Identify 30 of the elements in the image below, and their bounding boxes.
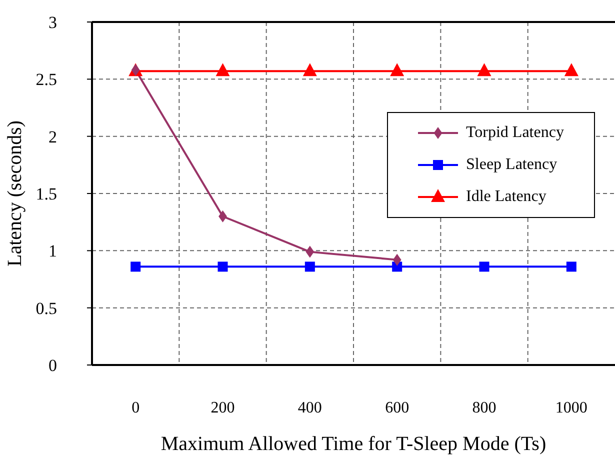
- x-axis-title: Maximum Allowed Time for T-Sleep Mode (Ts): [160, 433, 546, 455]
- y-tick-label: 3: [48, 13, 57, 32]
- legend-label: Sleep Latency: [466, 156, 558, 174]
- x-tick-label: 1000: [555, 399, 588, 416]
- point: [302, 63, 317, 76]
- x-tick-label: 400: [298, 399, 322, 416]
- point: [392, 254, 402, 266]
- point: [390, 63, 404, 76]
- y-axis-title: Latency (seconds): [4, 120, 26, 267]
- x-tick-label: 0: [132, 399, 140, 416]
- point: [218, 262, 228, 272]
- y-tick-label: 1.5: [36, 184, 57, 204]
- y-tick-label: 2.5: [36, 70, 57, 90]
- y-tick-label: 0.5: [36, 298, 57, 318]
- x-tick-label: 800: [472, 399, 496, 416]
- point: [566, 262, 576, 272]
- x-tick-label: 600: [385, 399, 410, 416]
- y-tick-label: 2: [48, 127, 57, 146]
- point: [304, 262, 315, 272]
- y-tick-label: 0: [48, 356, 57, 376]
- legend-label: Torpid Latency: [466, 124, 564, 142]
- point: [564, 63, 578, 76]
- legend-label: Idle Latency: [466, 188, 546, 206]
- point: [479, 262, 490, 272]
- point: [130, 262, 141, 272]
- x-tick-label: 200: [210, 399, 235, 416]
- point: [216, 63, 230, 76]
- y-tick-label: 1: [48, 242, 57, 261]
- point: [306, 246, 314, 258]
- point: [477, 63, 492, 76]
